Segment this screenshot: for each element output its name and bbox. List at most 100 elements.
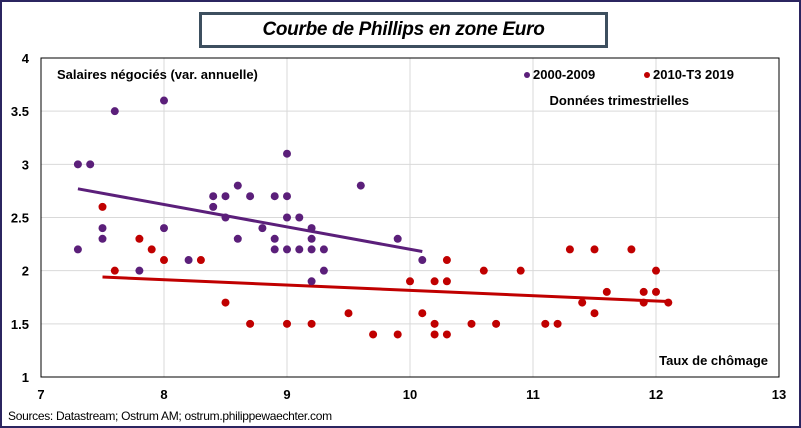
point-2000-2009-14 (233, 181, 242, 190)
point-2010-T3 2019-5 (196, 256, 205, 265)
y-axis-ticks: 1 1.5 2 2.5 3 3.5 4 (11, 51, 30, 385)
chart-title: Courbe de Phillips en zone Euro (262, 19, 545, 40)
point-2000-2009-32 (319, 266, 328, 275)
point-2000-2009-31 (319, 245, 328, 254)
legend-label-2010-2019: 2010-T3 2019 (653, 67, 734, 82)
point-2010-T3 2019-37 (664, 298, 673, 307)
legend-marker-2000-2009 (524, 72, 530, 78)
point-2010-T3 2019-35 (652, 266, 660, 275)
point-2010-T3 2019-11 (369, 330, 378, 339)
x-tick-label: 7 (37, 387, 44, 402)
point-2010-T3 2019-30 (590, 309, 599, 318)
point-2000-2009-17 (258, 224, 267, 233)
point-2000-2009-23 (283, 213, 291, 222)
y-tick-label: 2 (22, 264, 29, 279)
point-2000-2009-22 (283, 192, 291, 201)
y-tick-label: 2.5 (11, 211, 29, 226)
point-2000-2009-27 (307, 224, 316, 233)
point-2000-2009-30 (307, 277, 316, 286)
point-2010-T3 2019-32 (627, 245, 636, 254)
point-2010-T3 2019-33 (639, 287, 648, 296)
point-2010-T3 2019-8 (283, 319, 291, 328)
point-2010-T3 2019-18 (442, 256, 451, 265)
point-2010-T3 2019-29 (590, 245, 599, 254)
point-2010-T3 2019-2 (147, 245, 156, 254)
point-2010-T3 2019-25 (541, 319, 550, 328)
point-2000-2009-10 (209, 192, 218, 201)
point-2000-2009-8 (160, 224, 168, 233)
point-2000-2009-4 (73, 245, 82, 254)
y-tick-label: 4 (22, 51, 30, 66)
point-2000-2009-16 (246, 192, 255, 201)
point-2000-2009-21 (283, 149, 291, 158)
point-2000-2009-9 (184, 256, 193, 265)
point-2000-2009-1 (86, 160, 95, 169)
point-2010-T3 2019-10 (344, 309, 353, 318)
point-2000-2009-35 (418, 256, 427, 265)
y-axis-label: Salaires négociés (var. annuelle) (57, 67, 258, 82)
data-points (73, 96, 673, 339)
point-2000-2009-0 (73, 160, 82, 169)
point-2000-2009-5 (135, 266, 144, 275)
point-2010-T3 2019-14 (418, 309, 427, 318)
legend-label-2000-2009: 2000-2009 (533, 67, 595, 82)
point-2010-T3 2019-36 (652, 287, 660, 296)
point-2000-2009-24 (283, 245, 291, 254)
trendline-2010-T3 2019 (102, 275, 669, 304)
x-tick-label: 13 (772, 387, 786, 402)
legend: 2000-2009 2010-T3 2019 (524, 67, 734, 82)
point-2000-2009-25 (295, 213, 304, 222)
point-2010-T3 2019-23 (492, 319, 501, 328)
point-2010-T3 2019-28 (578, 298, 587, 307)
x-tick-label: 11 (526, 387, 540, 402)
chart-subtitle: Données trimestrielles (550, 93, 689, 108)
point-2010-T3 2019-12 (393, 330, 402, 339)
point-2000-2009-13 (221, 213, 230, 222)
legend-marker-2010-2019 (644, 72, 650, 78)
y-tick-label: 3 (22, 157, 29, 172)
point-2000-2009-6 (110, 107, 119, 116)
point-2010-T3 2019-24 (516, 266, 525, 275)
plot-area (40, 57, 780, 378)
point-2000-2009-28 (307, 234, 316, 243)
point-2000-2009-19 (270, 234, 279, 243)
point-2000-2009-18 (270, 192, 279, 201)
point-2000-2009-2 (98, 224, 107, 233)
trendline-2000-2009 (77, 187, 423, 254)
point-2000-2009-7 (160, 96, 168, 105)
point-2000-2009-34 (393, 234, 402, 243)
chart-title-box: Courbe de Phillips en zone Euro (199, 12, 608, 48)
point-2000-2009-3 (98, 234, 107, 243)
point-2000-2009-33 (356, 181, 365, 190)
point-2010-T3 2019-21 (467, 319, 476, 328)
point-2010-T3 2019-19 (442, 277, 451, 286)
point-2010-T3 2019-9 (307, 319, 316, 328)
x-axis-ticks: 7 8 9 10 11 12 13 (37, 387, 786, 402)
point-2010-T3 2019-22 (479, 266, 488, 275)
point-2010-T3 2019-6 (221, 298, 230, 307)
point-2010-T3 2019-17 (430, 330, 439, 339)
point-2010-T3 2019-1 (135, 234, 144, 243)
point-2010-T3 2019-15 (430, 277, 439, 286)
point-2010-T3 2019-31 (602, 287, 611, 296)
point-2000-2009-26 (295, 245, 304, 254)
y-tick-label: 1 (22, 370, 29, 385)
point-2010-T3 2019-34 (639, 298, 648, 307)
point-2010-T3 2019-20 (442, 330, 451, 339)
point-2010-T3 2019-13 (406, 277, 414, 286)
point-2010-T3 2019-16 (430, 319, 439, 328)
point-2000-2009-29 (307, 245, 316, 254)
point-2010-T3 2019-3 (160, 256, 168, 265)
point-2010-T3 2019-27 (565, 245, 574, 254)
y-tick-label: 1.5 (11, 317, 29, 332)
source-note: Sources: Datastream; Ostrum AM; ostrum.p… (8, 409, 332, 423)
point-2010-T3 2019-7 (246, 319, 255, 328)
point-2000-2009-15 (233, 234, 242, 243)
point-2000-2009-20 (270, 245, 279, 254)
point-2000-2009-12 (221, 192, 230, 201)
trendlines (77, 187, 669, 304)
point-2000-2009-11 (209, 202, 218, 211)
point-2010-T3 2019-4 (110, 266, 119, 275)
